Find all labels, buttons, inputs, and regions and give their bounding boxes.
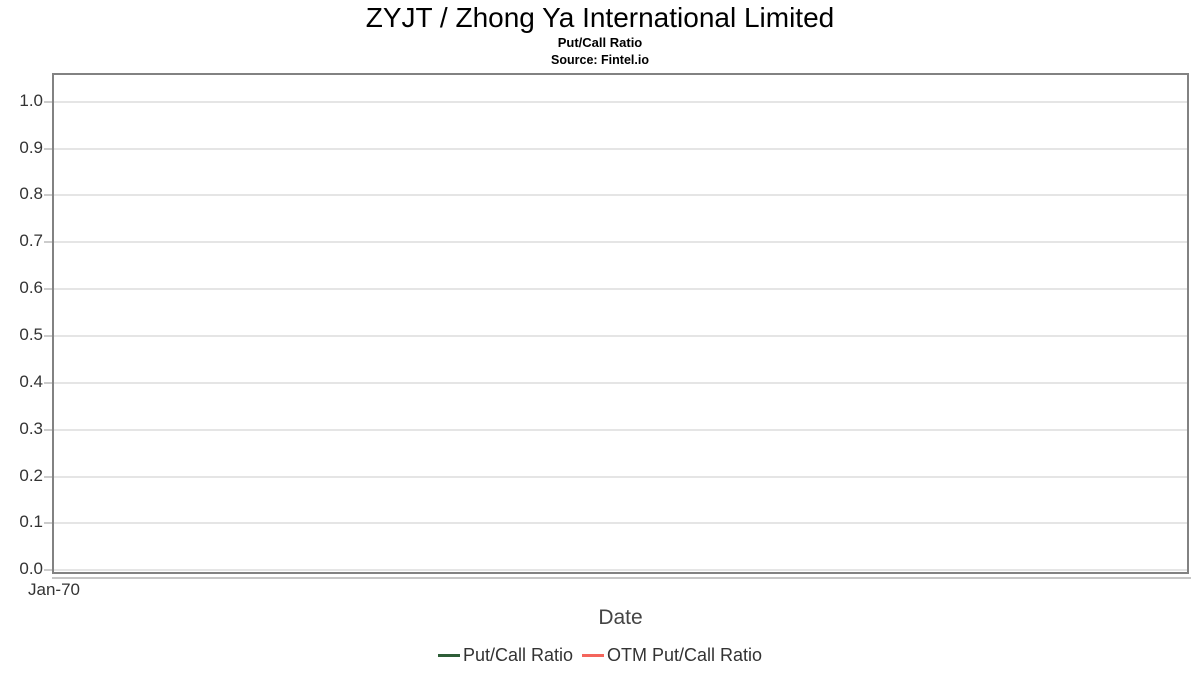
gridline bbox=[54, 569, 1187, 571]
chart-header: ZYJT / Zhong Ya International Limited Pu… bbox=[0, 0, 1200, 67]
y-tick-label: 1.0 bbox=[19, 91, 43, 110]
y-tick-mark bbox=[44, 335, 52, 337]
y-tick-mark bbox=[44, 241, 52, 243]
y-tick-label: 0.4 bbox=[19, 372, 43, 391]
y-tick-label: 0.0 bbox=[19, 559, 43, 578]
y-tick-label: 0.3 bbox=[19, 419, 43, 438]
legend-item-otm-put-call-ratio: OTM Put/Call Ratio bbox=[582, 645, 762, 666]
y-tick-label: 0.5 bbox=[19, 325, 43, 344]
legend-label: Put/Call Ratio bbox=[462, 645, 573, 665]
y-tick-label: 0.7 bbox=[19, 231, 43, 250]
gridline bbox=[54, 101, 1187, 103]
y-tick-mark bbox=[44, 101, 52, 103]
chart-title: ZYJT / Zhong Ya International Limited bbox=[365, 2, 835, 33]
y-tick-mark bbox=[44, 148, 52, 150]
gridline bbox=[54, 522, 1187, 524]
plot-area bbox=[52, 73, 1189, 574]
gridline bbox=[54, 148, 1187, 150]
legend-dash-icon bbox=[437, 654, 460, 657]
gridline bbox=[54, 288, 1187, 290]
gridline bbox=[54, 429, 1187, 431]
legend-dash-icon bbox=[582, 654, 604, 657]
y-tick-mark bbox=[44, 569, 52, 571]
y-tick-label: 0.9 bbox=[19, 138, 43, 157]
gridline bbox=[54, 335, 1187, 337]
gridline bbox=[54, 382, 1187, 384]
legend-item-put-call-ratio: Put/Call Ratio bbox=[437, 645, 573, 666]
legend-label: OTM Put/Call Ratio bbox=[607, 645, 763, 665]
chart-subtitle: Put/Call Ratio bbox=[557, 35, 643, 50]
x-axis-line bbox=[52, 577, 1191, 579]
y-tick-mark bbox=[44, 429, 52, 431]
x-tick-label: Jan-70 bbox=[28, 580, 80, 599]
y-tick-label: 0.8 bbox=[19, 184, 43, 203]
y-tick-label: 0.1 bbox=[19, 512, 43, 531]
y-tick-mark bbox=[44, 194, 52, 196]
gridline bbox=[54, 194, 1187, 196]
y-tick-mark bbox=[44, 476, 52, 478]
chart-source: Source: Fintel.io bbox=[551, 53, 649, 67]
y-tick-mark bbox=[44, 288, 52, 290]
y-tick-label: 0.2 bbox=[19, 466, 43, 485]
y-tick-mark bbox=[44, 522, 52, 524]
x-axis-title: Date bbox=[598, 606, 643, 629]
legend: Put/Call Ratio OTM Put/Call Ratio bbox=[0, 645, 1200, 666]
gridline bbox=[54, 476, 1187, 478]
y-tick-mark bbox=[44, 382, 52, 384]
y-tick-label: 0.6 bbox=[19, 278, 43, 297]
gridline bbox=[54, 241, 1187, 243]
